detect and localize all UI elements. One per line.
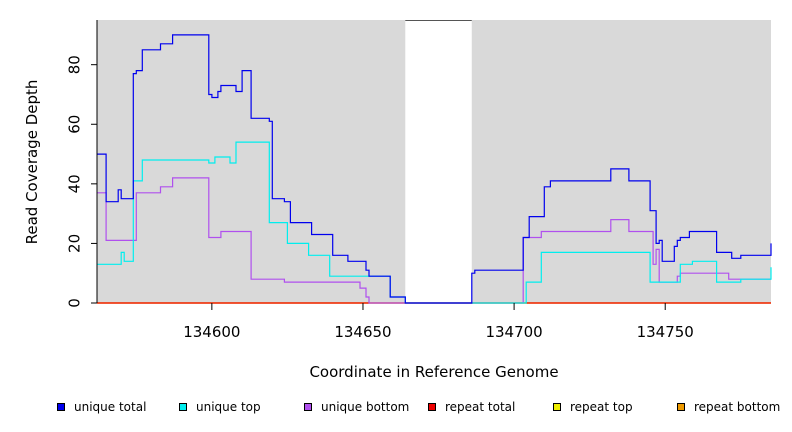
series-unique-total xyxy=(97,34,772,304)
legend-item-unique-top: unique top xyxy=(179,400,261,414)
axes: 0 20 40 60 80 134600 134650 134700 134750 xyxy=(65,20,694,341)
legend-label: unique top xyxy=(196,400,261,414)
y-axis-label: Read Coverage Depth xyxy=(23,80,41,245)
x-axis-label: Coordinate in Reference Genome xyxy=(309,363,558,381)
series-unique-top xyxy=(97,141,772,304)
legend-label: unique bottom xyxy=(321,400,410,414)
legend-item-repeat-top: repeat top xyxy=(553,400,633,414)
legend-swatch xyxy=(179,403,187,411)
series-lines xyxy=(97,34,772,304)
x-tick-label: 134650 xyxy=(334,323,391,341)
legend-swatch xyxy=(677,403,685,411)
legend: unique total unique top unique bottom repea… xyxy=(0,400,792,418)
y-tick-label: 40 xyxy=(65,174,83,193)
plot-panel-right xyxy=(471,20,771,303)
y-tick-label: 80 xyxy=(65,55,83,74)
legend-swatch xyxy=(57,403,65,411)
legend-label: repeat top xyxy=(570,400,633,414)
legend-item-repeat-bottom: repeat bottom xyxy=(677,400,780,414)
legend-label: repeat bottom xyxy=(694,400,781,414)
y-tick-label: 20 xyxy=(65,234,83,253)
legend-item-unique-total: unique total xyxy=(57,400,146,414)
x-tick-label: 134700 xyxy=(485,323,542,341)
series-unique-bottom xyxy=(97,177,771,304)
plot-panels xyxy=(97,20,771,303)
legend-swatch xyxy=(553,403,561,411)
x-tick-label: 134600 xyxy=(183,323,240,341)
x-tick-label: 134750 xyxy=(637,323,694,341)
legend-swatch xyxy=(304,403,312,411)
legend-swatch xyxy=(428,403,436,411)
legend-item-unique-bottom: unique bottom xyxy=(304,400,409,414)
legend-label: unique total xyxy=(74,400,147,414)
legend-item-repeat-total: repeat total xyxy=(428,400,515,414)
y-tick-label: 60 xyxy=(65,115,83,134)
legend-label: repeat total xyxy=(445,400,516,414)
y-tick-label: 0 xyxy=(65,298,83,308)
